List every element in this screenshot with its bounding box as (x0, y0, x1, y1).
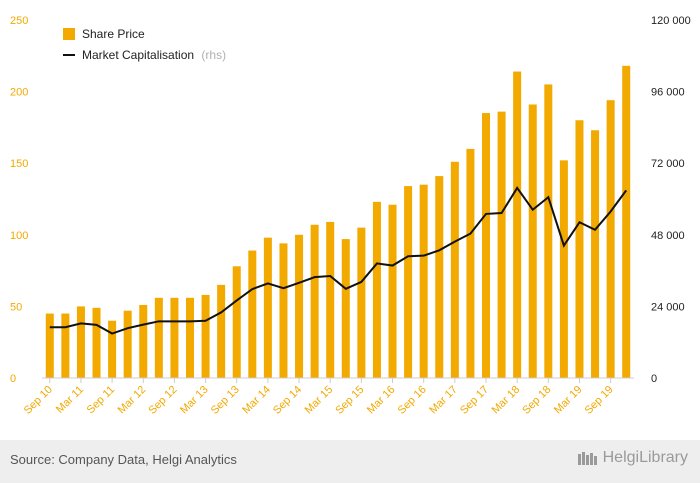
left-axis-tick-label: 100 (10, 230, 28, 242)
right-axis-tick-label: 0 (651, 373, 657, 385)
right-axis-tick-label: 120 000 (651, 15, 691, 27)
x-axis-tick-label: Sep 15 (333, 384, 366, 417)
share-price-bar (388, 204, 397, 378)
share-price-bar (341, 239, 350, 378)
left-axis-ticks: 0 50 100 150 200 250 (10, 15, 28, 385)
share-price-bar (139, 304, 148, 378)
share-price-bars (45, 65, 631, 379)
legend: Share Price Market Capitalisation (rhs) (63, 27, 226, 62)
share-price-bar (575, 120, 584, 379)
share-price-bar (217, 284, 226, 378)
brand-name: HelgiLibrary (602, 449, 688, 466)
x-axis-tick-label: Mar 12 (116, 384, 149, 417)
share-price-bar (606, 100, 615, 378)
legend-market-cap-label: Market Capitalisation (rhs) (82, 48, 226, 62)
legend-market-cap-text: Market Capitalisation (82, 48, 194, 62)
left-axis-tick-label: 0 (10, 373, 16, 385)
x-axis-tick-label: Mar 14 (240, 384, 273, 417)
share-price-bar (263, 237, 272, 378)
x-axis-tick-label: Mar 16 (365, 384, 398, 417)
share-price-bar (513, 71, 522, 379)
share-price-bar (45, 313, 54, 378)
share-price-bar (61, 313, 70, 378)
share-price-bar (544, 84, 553, 378)
x-axis-tick-label: Sep 12 (146, 384, 179, 417)
share-price-bar (326, 221, 335, 378)
share-price-bar (435, 176, 444, 378)
share-price-bar (123, 310, 132, 378)
x-axis-tick-label: Mar 15 (303, 384, 336, 417)
left-axis-tick-label: 250 (10, 15, 28, 27)
share-price-bar (622, 65, 631, 378)
x-axis-tick-label: Sep 18 (520, 384, 553, 417)
share-price-bar (154, 297, 163, 378)
legend-market-cap-suffix: (rhs) (201, 48, 226, 62)
share-price-bar (450, 161, 459, 378)
x-axis-tick-label: Mar 19 (552, 384, 585, 417)
x-axis-tick-label: Sep 14 (271, 384, 304, 417)
share-price-bar (559, 160, 568, 378)
share-price-bar (248, 250, 257, 378)
share-price-bar (528, 104, 537, 379)
x-axis-tick-label: Sep 17 (458, 384, 491, 417)
footer: Source: Company Data, Helgi Analytics He… (0, 440, 700, 483)
share-price-bar (170, 297, 179, 378)
share-price-bar (186, 297, 194, 378)
right-axis-ticks: 0 24 000 48 000 72 000 96 000 120 000 (651, 15, 691, 385)
share-price-bar (310, 224, 319, 378)
x-axis-tick-label: Mar 17 (427, 384, 460, 417)
x-axis-tick-label: Sep 10 (22, 384, 55, 417)
x-axis-tick-label: Mar 11 (54, 384, 86, 416)
share-price-bar (419, 184, 428, 378)
share-price-bar (232, 266, 241, 378)
share-price-bar (76, 306, 85, 378)
x-axis-tick-label: Mar 18 (490, 384, 523, 417)
legend-share-price-swatch (63, 28, 75, 40)
share-price-bar (372, 201, 381, 378)
source-note: Source: Company Data, Helgi Analytics (10, 452, 237, 467)
brand-logo: HelgiLibrary (577, 449, 688, 467)
right-axis-tick-label: 96 000 (651, 87, 685, 99)
share-price-bar (279, 243, 288, 378)
x-axis-tick-label: Mar 13 (178, 384, 211, 417)
left-axis-tick-label: 200 (10, 87, 28, 99)
x-axis-tick-label: Sep 13 (209, 384, 242, 417)
share-price-bar (295, 234, 304, 378)
x-axis-tick-label: Sep 11 (85, 384, 118, 417)
left-axis-tick-label: 150 (10, 158, 28, 170)
legend-share-price-label: Share Price (82, 27, 145, 41)
left-axis-tick-label: 50 (10, 301, 22, 313)
share-price-bar (404, 186, 413, 378)
share-price-bar (357, 227, 366, 378)
market-cap-line (49, 186, 628, 335)
right-axis-tick-label: 48 000 (651, 230, 685, 242)
x-axis-tick-label: Sep 19 (583, 384, 616, 417)
right-axis-tick-label: 24 000 (651, 301, 685, 313)
share-price-bar (482, 113, 490, 378)
share-price-bar (466, 148, 475, 378)
share-price-bar (108, 320, 117, 378)
right-axis-tick-label: 72 000 (651, 158, 685, 170)
share-price-bar (92, 307, 101, 378)
library-icon (577, 452, 597, 465)
combo-chart: 0 50 100 150 200 250 0 24 000 48 000 72 000 96 00… (10, 15, 691, 417)
share-price-bar (497, 111, 506, 379)
share-price-bar (201, 294, 210, 378)
share-price-bar (591, 130, 600, 378)
x-axis-tick-label: Sep 16 (396, 384, 429, 417)
